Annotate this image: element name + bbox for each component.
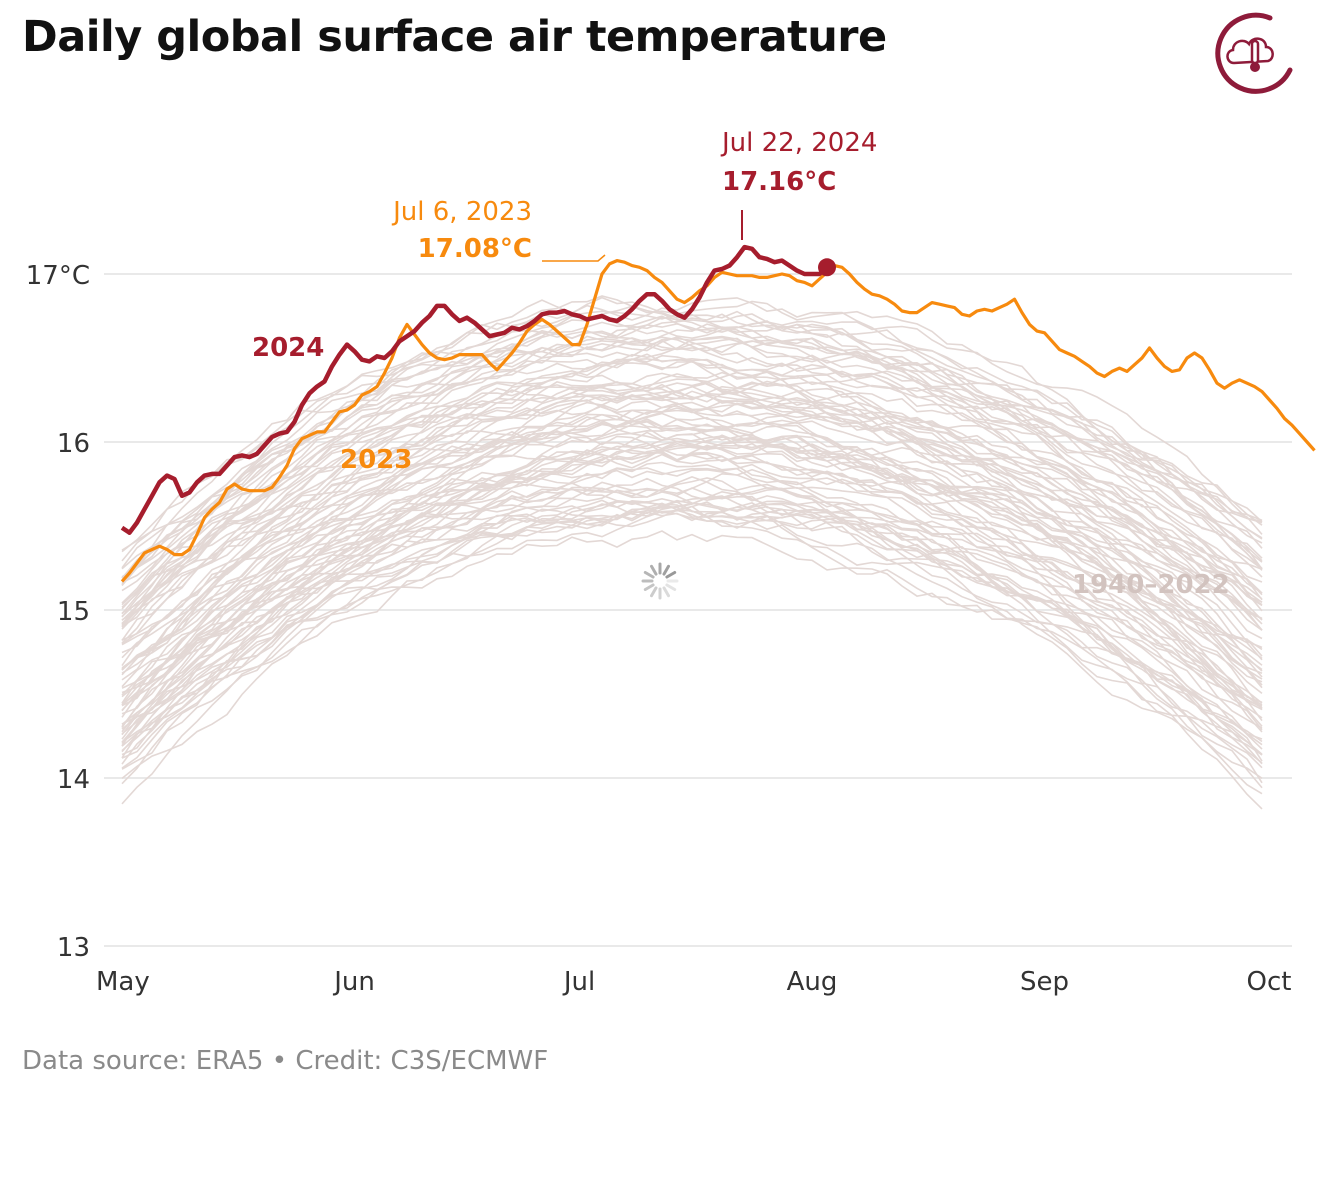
data-source-credit: Data source: ERA5 • Credit: C3S/ECMWF [22, 1046, 549, 1076]
x-tick-label: Oct [1247, 967, 1292, 997]
x-axis-labels: May Jun Jul Aug Sep Oct [96, 967, 1292, 997]
x-tick-label: Jul [562, 967, 595, 997]
x-tick-label: May [96, 967, 150, 997]
historical-year-line [121, 511, 1263, 756]
y-tick-label: 15 [57, 597, 90, 627]
x-tick-label: Sep [1020, 967, 1069, 997]
historical-year-line [121, 487, 1263, 740]
series-label-2024: 2024 [252, 333, 324, 363]
y-axis-labels: 17°C 16 15 14 13 [26, 261, 90, 963]
x-tick-label: Jun [332, 967, 375, 997]
historical-year-line [121, 421, 1263, 671]
series-2024-line [120, 244, 829, 535]
historical-year-line [121, 418, 1263, 670]
historical-year-line [121, 508, 1263, 755]
annotation-value-2023: 17.08°C [418, 234, 532, 264]
historical-year-line [121, 436, 1263, 704]
series-2023-line [120, 259, 1316, 583]
cloud-thermometer-icon [1215, 12, 1293, 94]
series-label-historical: 1940–2022 [1072, 570, 1230, 600]
historical-year-line [121, 487, 1263, 784]
page-title: Daily global surface air temperature [22, 12, 887, 62]
historical-year-line [121, 357, 1263, 618]
historical-year-line [121, 400, 1263, 627]
historical-year-line [121, 296, 1263, 551]
historical-year-line [121, 387, 1263, 615]
historical-year-line [121, 434, 1263, 695]
annotation-value-2024: 17.16°C [722, 167, 836, 197]
historical-year-line [121, 423, 1263, 669]
y-tick-label: 17°C [26, 261, 90, 291]
series-lines [120, 244, 1316, 583]
historical-year-line [121, 393, 1263, 641]
historical-year-line [121, 500, 1263, 756]
annotation-date-2023: Jul 6, 2023 [391, 197, 532, 227]
historical-year-line [121, 336, 1263, 621]
historical-lines-1940-2022 [121, 295, 1263, 810]
y-tick-label: 13 [57, 933, 90, 963]
historical-year-line [121, 320, 1263, 606]
historical-year-line [121, 472, 1263, 729]
historical-year-line [121, 372, 1263, 628]
temperature-chart: 17°C 16 15 14 13 May Jun Jul Aug Sep Oct Jul 22, … [26, 128, 1316, 997]
y-tick-label: 16 [57, 429, 90, 459]
series-label-2023: 2023 [340, 445, 412, 475]
historical-year-line [121, 461, 1263, 735]
historical-year-line [121, 530, 1263, 770]
historical-year-line [121, 337, 1263, 579]
historical-year-line [121, 501, 1263, 762]
historical-year-line [121, 354, 1263, 630]
historical-year-line [121, 319, 1263, 578]
historical-year-line [121, 467, 1263, 746]
historical-year-line [121, 448, 1263, 728]
loading-spinner-icon [641, 562, 679, 600]
annotation-date-2024: Jul 22, 2024 [720, 128, 877, 158]
historical-year-line [121, 316, 1263, 553]
historical-year-line [121, 401, 1263, 671]
historical-year-line [121, 505, 1263, 810]
annotations: Jul 22, 2024 17.16°C Jul 6, 2023 17.08°C 202… [252, 128, 1230, 600]
historical-year-line [121, 486, 1263, 740]
latest-point-2024 [818, 258, 836, 277]
historical-year-line [121, 453, 1263, 747]
historical-year-line [121, 477, 1263, 759]
historical-year-line [121, 431, 1263, 698]
historical-year-line [121, 416, 1263, 688]
x-tick-label: Aug [787, 967, 838, 997]
annotation-leader-2023 [542, 254, 606, 262]
y-tick-label: 14 [57, 765, 90, 795]
